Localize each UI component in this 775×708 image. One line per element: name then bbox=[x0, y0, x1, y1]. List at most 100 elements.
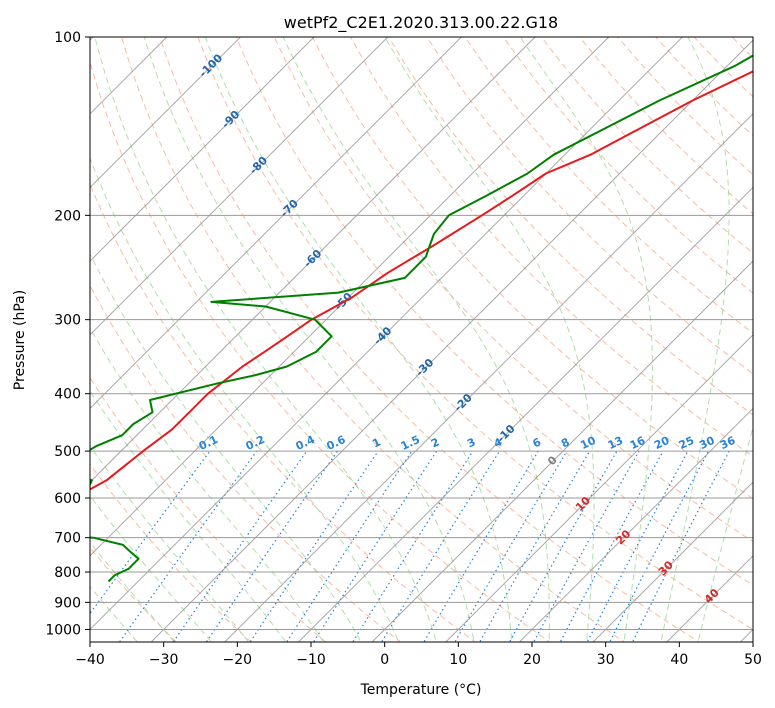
isotherm-line bbox=[518, 407, 753, 642]
isotherm-line bbox=[297, 186, 753, 642]
dry-adiabat-label: 40 bbox=[702, 586, 722, 606]
mixing-ratio-label: 3 bbox=[465, 435, 477, 450]
isotherm-line bbox=[90, 37, 463, 410]
dry-adiabat-line bbox=[770, 37, 775, 649]
mixing-ratio-label: 0.4 bbox=[294, 433, 317, 453]
y-tick-label: 600 bbox=[54, 491, 81, 507]
mixing-ratio-line bbox=[508, 450, 618, 642]
x-tick-label: 30 bbox=[597, 652, 615, 668]
pressure-grid bbox=[90, 37, 753, 630]
isotherm-line bbox=[90, 37, 536, 483]
mixing-ratio-line bbox=[423, 450, 539, 642]
y-tick-label: 900 bbox=[54, 595, 81, 611]
x-tick-label: −30 bbox=[149, 652, 179, 668]
dry-adiabat-line bbox=[426, 37, 753, 375]
mixing-ratio-line bbox=[90, 450, 211, 615]
dry-adiabat-line bbox=[197, 37, 753, 630]
x-tick-label: −10 bbox=[296, 652, 326, 668]
dry-adiabat-label: 30 bbox=[656, 558, 676, 578]
mixing-ratio-label: 10 bbox=[578, 434, 598, 452]
isotherm-line bbox=[150, 39, 753, 642]
y-tick-label: 500 bbox=[54, 444, 81, 460]
mixing-ratio-label: 0.6 bbox=[324, 433, 347, 453]
dry-adiabat-line bbox=[235, 37, 753, 586]
mixing-ratio-line bbox=[609, 450, 710, 642]
moist-adiabat-line bbox=[94, 37, 437, 642]
mixing-ratio-label: 20 bbox=[652, 434, 672, 452]
mixing-ratio-label: 0.1 bbox=[197, 433, 220, 453]
mixing-ratio-line bbox=[454, 450, 568, 642]
mixing-ratio-line bbox=[586, 450, 689, 642]
dry-adiabat-line bbox=[90, 463, 252, 642]
x-tick-label: 40 bbox=[670, 652, 688, 668]
mixing-ratio-label: 1 bbox=[370, 435, 382, 450]
isotherm-line bbox=[739, 628, 753, 642]
dry-adiabat-label: -70 bbox=[278, 197, 301, 220]
x-tick-label: 50 bbox=[744, 652, 762, 668]
moist-adiabat-line bbox=[697, 424, 753, 642]
y-axis: 100 200 300 400 500 600 700 800 900 1000 bbox=[45, 30, 90, 638]
x-tick-label: 20 bbox=[523, 652, 541, 668]
dry-adiabat-label: -80 bbox=[247, 154, 270, 177]
mixing-ratio-label: 13 bbox=[606, 434, 625, 452]
mixing-ratio-label: 2 bbox=[429, 435, 441, 450]
mixing-ratio-line bbox=[533, 450, 640, 642]
mixing-ratio-line bbox=[479, 450, 591, 642]
y-tick-label: 100 bbox=[54, 30, 81, 46]
moist-adiabat-line bbox=[90, 445, 250, 642]
moist-adiabat-line bbox=[90, 252, 362, 642]
moist-adiabat-line bbox=[143, 37, 475, 642]
mixing-ratio-line bbox=[631, 450, 730, 642]
isotherm-line bbox=[90, 37, 315, 262]
mixing-ratio-label: 6 bbox=[531, 435, 544, 450]
x-tick-label: 0 bbox=[380, 652, 389, 668]
y-tick-label: 700 bbox=[54, 531, 81, 547]
x-tick-label: −40 bbox=[75, 652, 105, 668]
mixing-ratio-label: 1.5 bbox=[399, 433, 422, 453]
dry-adiabat-line bbox=[90, 284, 402, 642]
mixing-ratio-label: 0.2 bbox=[244, 433, 267, 453]
dry-adiabat-label: -20 bbox=[452, 391, 475, 414]
moist-adiabat-line bbox=[90, 541, 176, 642]
y-tick-label: 400 bbox=[54, 387, 81, 403]
moist-adiabat-line bbox=[204, 37, 513, 642]
mixing-ratio-line bbox=[559, 450, 664, 642]
moist-adiabat-line bbox=[90, 585, 139, 642]
data-series bbox=[90, 54, 753, 583]
dry-adiabat-line bbox=[273, 37, 753, 543]
dewpoint-profile-line bbox=[90, 54, 753, 583]
dry-adiabat-line bbox=[159, 37, 701, 642]
mixing-ratio-label: 25 bbox=[677, 434, 696, 452]
y-tick-label: 800 bbox=[54, 565, 81, 581]
isotherm-line bbox=[90, 37, 610, 557]
moist-adiabat-line bbox=[90, 157, 400, 642]
plot-frame bbox=[89, 36, 754, 643]
mixing-ratio-line bbox=[172, 450, 308, 642]
isotherm-line bbox=[445, 334, 753, 642]
x-tick-label: −20 bbox=[223, 652, 253, 668]
mixing-ratio-line bbox=[380, 450, 501, 642]
x-tick-label: 10 bbox=[449, 652, 467, 668]
dry-adiabat-line bbox=[502, 37, 753, 294]
isotherm-line bbox=[90, 37, 242, 189]
isotherm-line bbox=[90, 37, 389, 336]
plot-area: 0.1 0.2 0.4 0.6 1 1.5 2 3 4 6 8 10 13 16 20 25 30 36-100-… bbox=[90, 37, 775, 649]
mixing-ratio-lines bbox=[90, 450, 730, 642]
dry-adiabat-line bbox=[121, 37, 626, 642]
isotherm-line bbox=[371, 260, 753, 642]
dry-adiabat-line bbox=[464, 37, 753, 334]
moist-adiabat-line bbox=[90, 327, 325, 642]
moist-adiabat-line bbox=[282, 37, 550, 642]
isotherm-line bbox=[90, 37, 684, 631]
mixing-ratio-line bbox=[312, 450, 438, 642]
x-axis: −40 −30 −20 −10 0 10 20 30 40 50 bbox=[75, 642, 762, 668]
x-axis-title: Temperature (°C) bbox=[360, 682, 482, 698]
y-tick-label: 1000 bbox=[45, 622, 81, 638]
y-tick-label: 300 bbox=[54, 313, 81, 329]
dry-adiabat-line bbox=[655, 37, 753, 137]
moist-adiabat-line bbox=[90, 494, 213, 642]
isotherm-line bbox=[224, 113, 753, 642]
dry-adiabat-line bbox=[90, 182, 476, 642]
dry-adiabat-label: -90 bbox=[219, 108, 242, 131]
